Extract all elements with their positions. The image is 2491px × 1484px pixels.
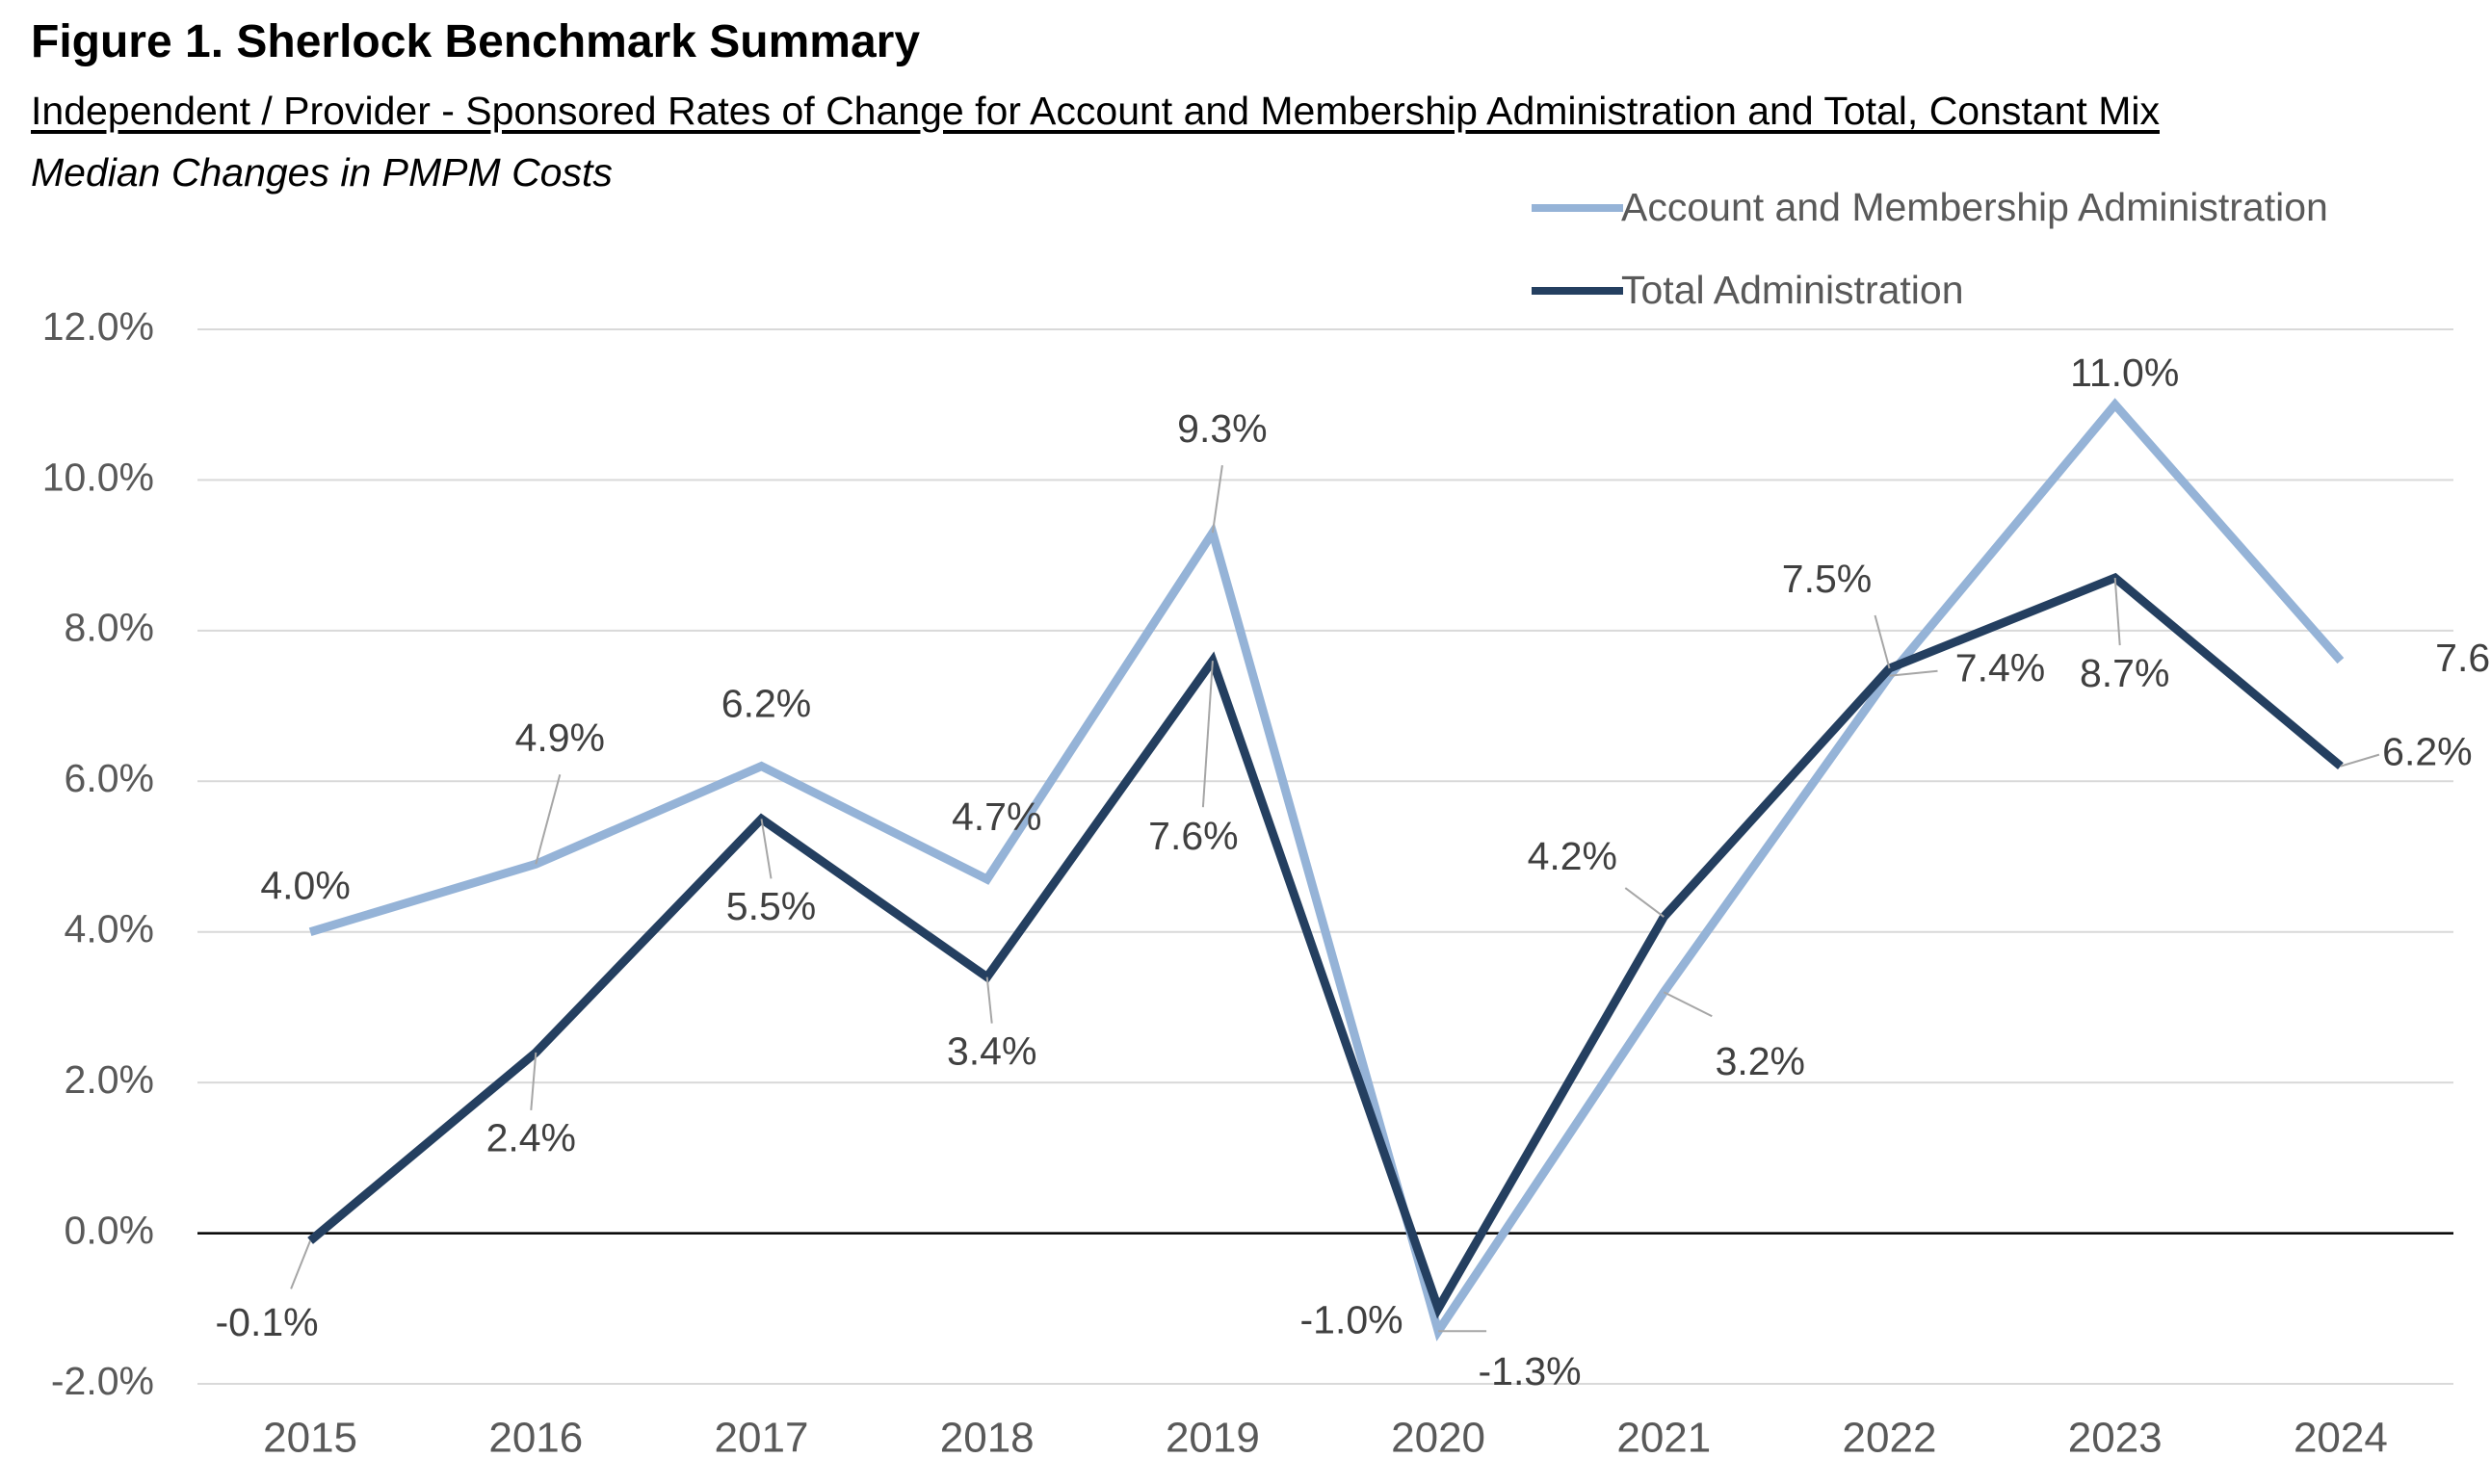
data-label-account: 4.7% — [952, 794, 1041, 839]
leader-line — [1663, 991, 1713, 1018]
leader-line — [760, 819, 773, 879]
y-tick-label: 4.0% — [65, 907, 154, 951]
leader-line — [1889, 669, 1938, 677]
data-label-account: 4.0% — [260, 864, 350, 908]
x-tick-label: 2016 — [488, 1415, 583, 1462]
data-label-account: 3.2% — [1716, 1039, 1805, 1083]
chart-note: Median Changes in PMPM Costs — [31, 150, 613, 195]
x-tick-label: 2015 — [263, 1415, 357, 1462]
data-label-account: 9.3% — [1177, 406, 1267, 451]
x-tick-label: 2024 — [2294, 1415, 2388, 1462]
x-tick-label: 2017 — [715, 1415, 809, 1462]
data-label-total: 7.5% — [1782, 557, 1872, 601]
data-label-account: -1.3% — [1479, 1349, 1582, 1393]
data-label-total: 3.4% — [947, 1028, 1036, 1073]
data-label-total: 7.6% — [1148, 814, 1238, 858]
data-label-total: -0.1% — [216, 1300, 319, 1344]
data-label-account: 7.6% — [2435, 636, 2491, 680]
leader-line — [1201, 661, 1214, 808]
series-line-account — [308, 398, 2345, 1341]
chart-subtitle: Independent / Provider - Sponsored Rates… — [31, 89, 2160, 133]
y-tick-label: 2.0% — [65, 1057, 154, 1102]
x-tick-label: 2020 — [1391, 1415, 1485, 1462]
chart-title: Figure 1. Sherlock Benchmark Summary — [31, 16, 921, 67]
y-tick-label: 8.0% — [65, 606, 154, 650]
data-label-account: 4.9% — [515, 716, 605, 760]
y-tick-label: -2.0% — [51, 1359, 154, 1403]
data-label-account: 6.2% — [721, 681, 811, 725]
data-label-total: -1.0% — [1300, 1298, 1403, 1342]
leader-line — [530, 1052, 538, 1110]
series-line-total — [307, 572, 2344, 1319]
y-tick-label: 10.0% — [42, 455, 154, 499]
x-tick-label: 2021 — [1616, 1415, 1711, 1462]
data-label-total: 4.2% — [1528, 834, 1617, 878]
x-tick-label: 2022 — [1843, 1415, 1937, 1462]
legend-swatch-account — [1532, 204, 1623, 212]
leader-line — [2113, 578, 2121, 646]
y-tick-label: 12.0% — [42, 304, 154, 349]
x-tick-label: 2019 — [1166, 1415, 1260, 1462]
leader-line — [1211, 465, 1223, 534]
x-tick-label: 2023 — [2068, 1415, 2163, 1462]
leader-line — [290, 1240, 312, 1289]
leader-line — [2340, 753, 2380, 768]
legend-swatch-total — [1532, 287, 1623, 295]
leader-line — [985, 976, 993, 1024]
leader-line — [1874, 614, 1891, 669]
leader-line — [535, 774, 562, 865]
leader-line — [1624, 887, 1665, 918]
data-label-total: 6.2% — [2382, 729, 2472, 773]
legend-label-account: Account and Membership Administration — [1621, 185, 2328, 229]
data-label-account: 7.4% — [1955, 646, 2045, 690]
y-tick-label: 0.0% — [65, 1208, 154, 1252]
y-tick-label: 6.0% — [65, 756, 154, 800]
data-label-total: 2.4% — [486, 1116, 576, 1160]
legend-label-total: Total Administration — [1621, 268, 1964, 312]
data-label-total: 5.5% — [726, 884, 816, 928]
x-tick-label: 2018 — [940, 1415, 1035, 1462]
data-label-total: 8.7% — [2080, 651, 2169, 695]
data-label-account: 11.0% — [2070, 351, 2179, 395]
